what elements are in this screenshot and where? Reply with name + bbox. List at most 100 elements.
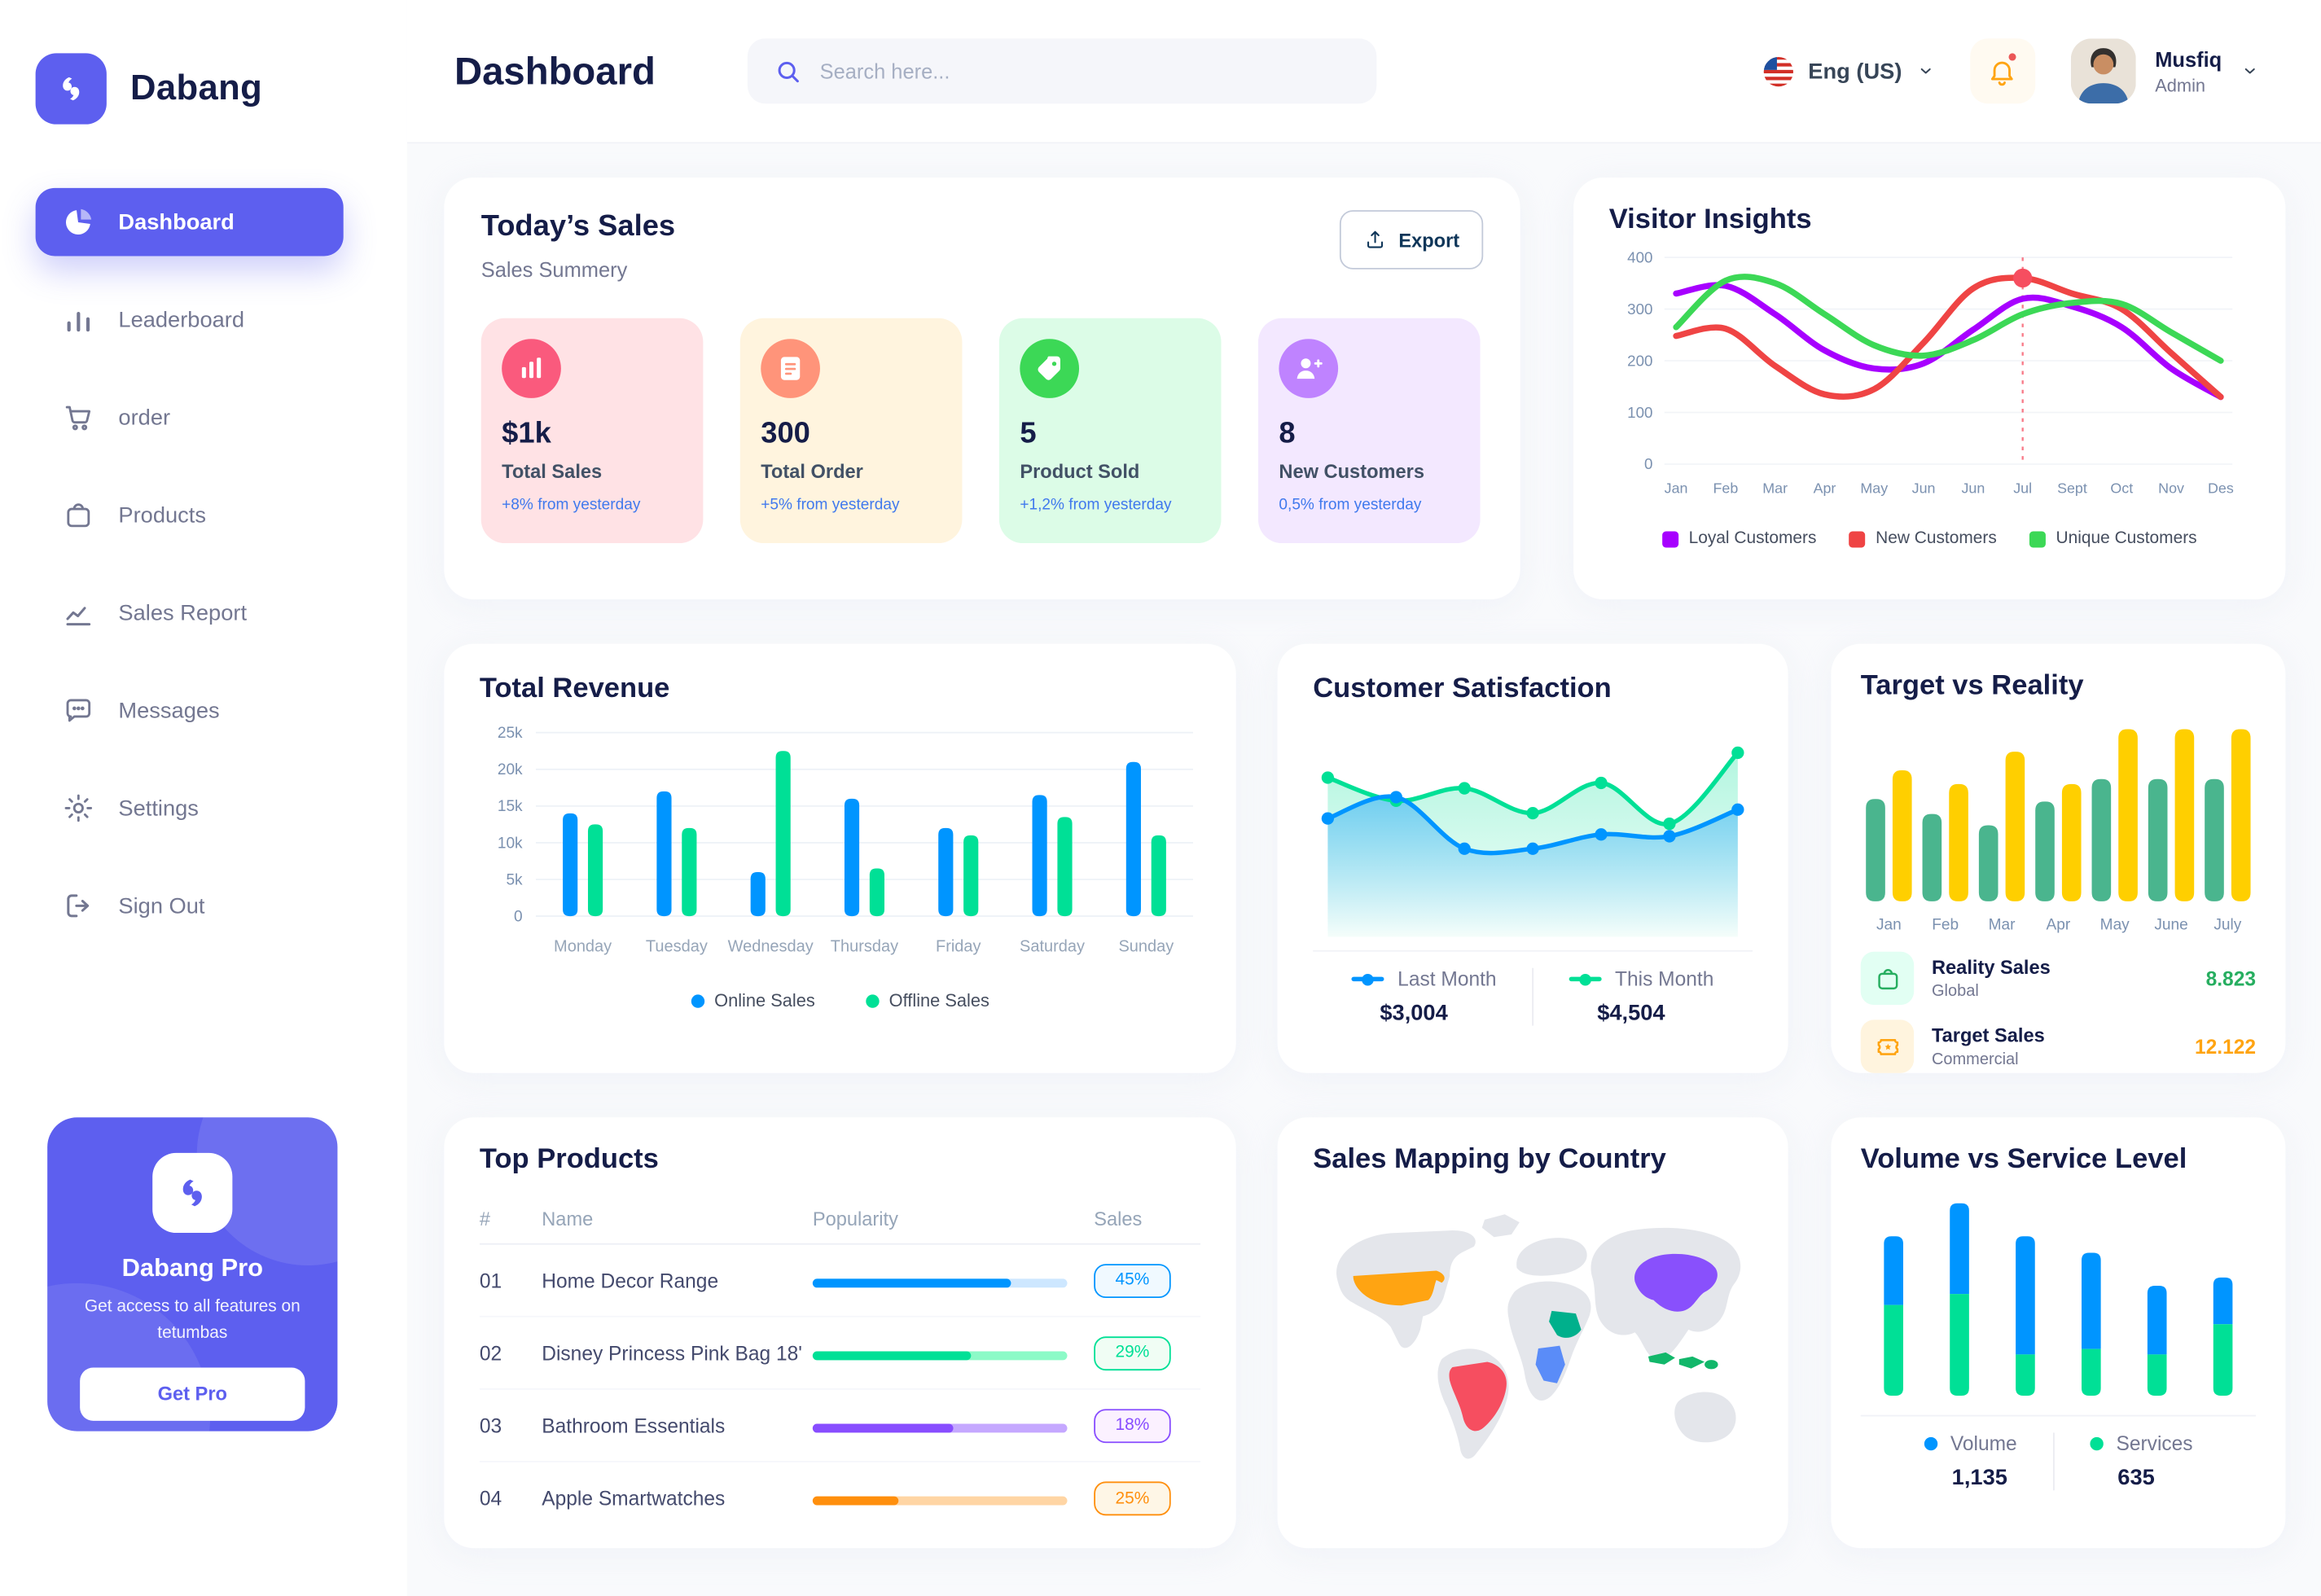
sidebar-item-sales-report[interactable]: Sales Report [36, 579, 344, 647]
legend-item: Volume 1,135 [1889, 1432, 2053, 1490]
total-revenue-chart: 0 5k 10k 15k 20k 25k Monday Tuesday Wednesday Thu… [498, 726, 1193, 956]
map-country-brazil[interactable] [1449, 1361, 1507, 1432]
stat-card-total-sales: $1k Total Sales +8% from yesterday [480, 318, 704, 544]
top-products-card: Top Products # Name Popularity Sales 01 Home … [444, 1117, 1236, 1549]
total-revenue-card: Total Revenue 0 5k 10k 15k 20k 25k Monday Tuesd… [444, 643, 1236, 1073]
search-bar[interactable] [747, 38, 1377, 104]
svg-text:Wednesday: Wednesday [728, 938, 814, 956]
legend-name: Target Sales [1931, 1024, 2045, 1047]
dashboard-icon [62, 206, 94, 239]
stat-delta: +5% from yesterday [761, 495, 900, 514]
map-country-dr-congo[interactable] [1535, 1345, 1565, 1383]
sidebar-item-leaderboard[interactable]: Leaderboard [36, 286, 344, 354]
legend-swatch-icon [1661, 530, 1678, 547]
search-icon [774, 57, 802, 86]
top-products-table: # Name Popularity Sales 01 Home Decor Range 45… [479, 1195, 1201, 1535]
customer-satisfaction-title: Customer Satisfaction [1313, 673, 1612, 705]
sales-badge: 18% [1094, 1408, 1171, 1443]
brand-name: Dabang [129, 68, 263, 108]
svg-text:May: May [2100, 916, 2130, 933]
profile-menu[interactable]: Musfiq Admin [2070, 38, 2259, 104]
legend-dot-icon [691, 993, 704, 1007]
map-country-united-states[interactable] [1353, 1270, 1445, 1306]
legend-value: 12.122 [2194, 1035, 2257, 1058]
table-row: 03 Bathroom Essentials 18% [479, 1390, 1201, 1462]
legend-label: Online Sales [714, 989, 815, 1011]
legend-label: Loyal Customers [1688, 529, 1817, 548]
sidebar-item-label: Messages [118, 697, 220, 723]
table-header: Name [542, 1208, 594, 1230]
legend-label: This Month [1615, 967, 1714, 990]
sales-map-card: Sales Mapping by Country [1277, 1117, 1788, 1549]
volume-service-legend: Volume 1,135 Services 635 [1861, 1432, 2256, 1491]
divider [1860, 1414, 2257, 1417]
product-number: 02 [479, 1341, 502, 1364]
chart-bars-icon [502, 339, 561, 398]
svg-text:5k: 5k [506, 871, 523, 888]
pro-description: Get access to all features on tetumbas [84, 1298, 301, 1343]
avatar [2070, 38, 2136, 104]
legend-swatch-icon [2029, 530, 2046, 547]
svg-text:100: 100 [1627, 404, 1652, 421]
svg-text:0: 0 [1644, 455, 1652, 472]
table-row: 01 Home Decor Range 45% [479, 1245, 1201, 1318]
sidebar-item-messages[interactable]: Messages [36, 677, 344, 745]
sidebar-item-order[interactable]: order [36, 384, 344, 452]
export-icon [1363, 228, 1387, 252]
notification-bell[interactable] [1970, 38, 2036, 104]
sidebar-item-settings[interactable]: Settings [36, 774, 344, 843]
total-revenue-legend: Online Sales Offline Sales [480, 990, 1200, 1011]
svg-text:Apr: Apr [1814, 480, 1836, 497]
stat-cards: $1k Total Sales +8% from yesterday 300 Total… [480, 318, 1484, 544]
legend-sub: Commercial [1931, 1050, 2019, 1069]
sidebar-item-dashboard[interactable]: Dashboard [35, 187, 344, 256]
stat-label: Product Sold [1020, 460, 1140, 483]
table-header-row: # Name Popularity Sales [479, 1195, 1201, 1245]
visitor-insights-title: Visitor Insights [1608, 204, 1812, 235]
top-products-title: Top Products [479, 1144, 659, 1176]
table-row: 02 Disney Princess Pink Bag 18' 29% [479, 1318, 1201, 1390]
pro-card: Dabang Pro Get access to all features on… [47, 1117, 338, 1432]
svg-text:Tuesday: Tuesday [646, 938, 708, 956]
map-country-saudi-arabia[interactable] [1549, 1310, 1582, 1338]
todays-sales-subtitle: Sales Summery [480, 257, 628, 282]
order-file-icon [761, 339, 820, 398]
svg-text:May: May [1860, 480, 1888, 497]
get-pro-button[interactable]: Get Pro [80, 1366, 305, 1421]
map-country-indonesia[interactable] [1648, 1352, 1718, 1370]
legend-item: New Customers [1849, 530, 1997, 548]
sidebar-item-label: Dashboard [118, 209, 235, 235]
settings-icon [62, 791, 94, 824]
sales-report-icon [62, 596, 94, 629]
svg-text:Jan: Jan [1876, 916, 1902, 933]
svg-text:0: 0 [514, 908, 523, 925]
product-name: Home Decor Range [542, 1269, 719, 1291]
sales-badge: 45% [1094, 1263, 1171, 1298]
language-selector[interactable]: Eng (US) [1762, 55, 1934, 86]
map-country-china[interactable] [1634, 1253, 1718, 1312]
legend-value: $3,004 [1380, 1000, 1448, 1026]
sales-badge: 25% [1094, 1481, 1171, 1516]
customer-satisfaction-card: Customer Satisfaction Last Month $3,004 Th… [1277, 643, 1788, 1073]
total-revenue-title: Total Revenue [479, 673, 670, 705]
stat-card-total-order: 300 Total Order +5% from yesterday [739, 318, 963, 544]
legend-item: Loyal Customers [1661, 529, 1817, 548]
search-input[interactable] [819, 59, 1350, 83]
stat-card-product-sold: 5 Product Sold +1,2% from yesterday [998, 318, 1222, 544]
stat-delta: +1,2% from yesterday [1020, 495, 1172, 514]
stat-card-new-customers: 8 New Customers 0,5% from yesterday [1257, 318, 1481, 544]
sidebar-item-products[interactable]: Products [36, 481, 344, 550]
legend-item: This Month $4,504 [1533, 968, 1749, 1026]
legend-swatch-icon [1849, 530, 1866, 547]
popularity-bar [812, 1350, 1068, 1360]
sidebar-item-label: order [118, 405, 171, 431]
ticket-icon [1860, 1019, 1915, 1073]
stat-label: Total Sales [502, 460, 603, 483]
sidebar-item-sign-out[interactable]: Sign Out [36, 872, 344, 940]
order-icon [62, 401, 94, 434]
user-name: Musfiq [2155, 46, 2222, 71]
target-vs-reality-title: Target vs Reality [1860, 670, 2084, 702]
export-button[interactable]: Export [1339, 210, 1484, 270]
volume-service-card: Volume vs Service Level Volume 1,135 Servi… [1831, 1117, 2286, 1549]
popularity-bar-fill [812, 1496, 900, 1506]
